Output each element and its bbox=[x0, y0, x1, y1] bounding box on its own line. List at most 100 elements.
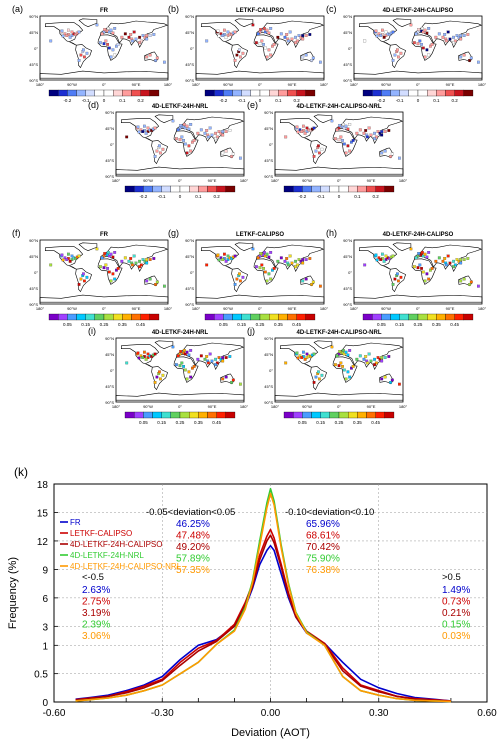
station-marker bbox=[155, 149, 159, 153]
coastline bbox=[45, 22, 84, 46]
station-marker bbox=[215, 135, 219, 139]
station-marker bbox=[468, 283, 471, 286]
lon-tick: 0° bbox=[416, 306, 420, 311]
station-marker bbox=[176, 354, 180, 358]
coastline bbox=[411, 258, 437, 285]
lat-tick: 45°S bbox=[343, 62, 352, 67]
station-marker bbox=[217, 34, 221, 38]
station-marker bbox=[381, 252, 384, 256]
colorbar-swatch bbox=[381, 313, 391, 321]
station-marker bbox=[337, 138, 341, 142]
lon-tick: 180° bbox=[399, 178, 408, 183]
panel-label: (g) bbox=[168, 228, 179, 238]
station-marker bbox=[376, 130, 380, 134]
station-marker bbox=[269, 27, 273, 30]
lat-tick: 45°S bbox=[343, 286, 352, 291]
station-marker bbox=[437, 32, 441, 36]
y-tick-label: 6 bbox=[42, 594, 48, 605]
station-marker bbox=[60, 253, 64, 257]
colorbar-swatch bbox=[278, 313, 288, 321]
station-marker bbox=[300, 130, 304, 134]
station-marker bbox=[380, 356, 384, 359]
station-marker bbox=[265, 28, 269, 32]
station-marker bbox=[391, 254, 395, 258]
station-marker bbox=[102, 266, 106, 270]
station-marker bbox=[346, 144, 350, 148]
station-marker bbox=[320, 373, 324, 377]
colorbar-swatch bbox=[94, 313, 105, 321]
colorbar-swatch bbox=[329, 185, 340, 193]
colorbar-swatch bbox=[58, 313, 68, 321]
panel-title: 4D-LETKF-24H-CALIPSO-NRL bbox=[297, 104, 382, 110]
station-marker bbox=[430, 267, 434, 270]
station-marker bbox=[318, 377, 321, 381]
colorbar-swatch bbox=[122, 89, 132, 97]
station-marker bbox=[238, 48, 241, 52]
lat-tick: 45°N bbox=[264, 352, 273, 357]
legend-entry: 4D-LETKF-24H-NRL bbox=[70, 551, 144, 560]
coastline bbox=[332, 356, 358, 383]
station-marker bbox=[346, 127, 350, 131]
colorbar-tick: -0.1 bbox=[82, 98, 90, 103]
coastline bbox=[231, 44, 248, 69]
colorbar-swatch bbox=[399, 89, 410, 97]
station-marker bbox=[123, 32, 127, 36]
x-tick-label: 0.30 bbox=[369, 708, 389, 719]
colorbar-tick: 0.2 bbox=[294, 98, 301, 103]
station-marker bbox=[183, 126, 187, 130]
station-marker bbox=[219, 32, 223, 36]
station-marker bbox=[380, 359, 384, 363]
station-marker bbox=[383, 356, 387, 359]
panel-title: 4D-LETKF-24H-CALIPSO bbox=[383, 8, 454, 14]
colorbar-swatch bbox=[375, 411, 386, 419]
station-marker bbox=[183, 368, 187, 372]
colorbar-swatch bbox=[417, 89, 428, 97]
station-marker bbox=[301, 55, 305, 59]
station-marker bbox=[187, 144, 191, 148]
station-marker bbox=[221, 130, 225, 134]
station-marker bbox=[104, 39, 108, 43]
colorbar-swatch bbox=[463, 89, 474, 97]
station-marker bbox=[70, 30, 74, 34]
colorbar-swatch bbox=[67, 313, 77, 321]
station-marker bbox=[427, 251, 431, 254]
annotation-high: >0.5 bbox=[442, 572, 461, 583]
station-marker bbox=[453, 39, 457, 43]
station-marker bbox=[409, 247, 413, 251]
colorbar-tick: 0.05 bbox=[139, 420, 148, 425]
station-marker bbox=[358, 354, 362, 358]
station-marker bbox=[138, 35, 142, 39]
station-marker bbox=[335, 128, 339, 132]
station-marker bbox=[423, 252, 427, 256]
station-marker bbox=[295, 125, 299, 129]
station-marker bbox=[189, 149, 193, 153]
station-marker bbox=[154, 58, 158, 62]
station-marker bbox=[106, 267, 110, 270]
station-marker bbox=[414, 32, 418, 36]
high-value: 1.49% bbox=[442, 585, 470, 596]
station-marker bbox=[175, 363, 178, 367]
station-marker bbox=[129, 33, 133, 36]
map-panel: (e) 4D-LETKF-24H-CALIPSO-NRL 90°N 45°N 0° 45°… bbox=[247, 100, 408, 199]
lon-tick: 180° bbox=[240, 404, 249, 409]
colorbar-swatch bbox=[302, 185, 312, 193]
station-marker bbox=[364, 355, 368, 358]
station-marker bbox=[216, 253, 220, 257]
station-marker bbox=[369, 359, 373, 363]
x-axis-label: Deviation (AOT) bbox=[231, 727, 310, 739]
lat-tick: 90°S bbox=[185, 302, 194, 307]
coastline bbox=[234, 242, 254, 252]
station-marker bbox=[182, 349, 186, 352]
lat-tick: 90°N bbox=[29, 238, 38, 243]
station-marker bbox=[77, 30, 81, 34]
lon-tick: 90°W bbox=[223, 306, 233, 311]
colorbar-tick: 0.1 bbox=[433, 98, 440, 103]
station-marker bbox=[295, 351, 299, 355]
station-marker bbox=[416, 266, 420, 270]
station-marker bbox=[224, 149, 228, 153]
colorbar-swatch bbox=[152, 411, 162, 419]
station-marker bbox=[297, 34, 301, 37]
station-marker bbox=[445, 263, 448, 267]
station-marker bbox=[344, 124, 348, 128]
